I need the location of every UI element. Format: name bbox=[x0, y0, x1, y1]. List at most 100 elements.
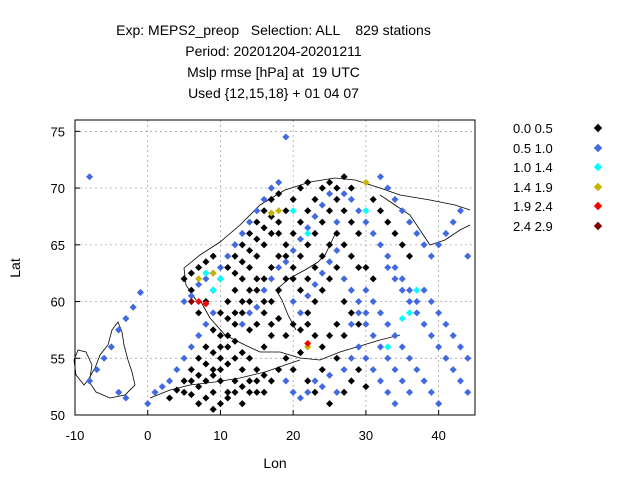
station-point bbox=[231, 269, 239, 277]
station-point bbox=[449, 332, 457, 340]
station-point bbox=[166, 377, 174, 385]
station-point bbox=[282, 133, 290, 141]
legend-label: 1.9 2.4 bbox=[513, 199, 553, 214]
station-point bbox=[289, 229, 297, 237]
station-point bbox=[253, 218, 261, 226]
station-point bbox=[318, 252, 326, 260]
station-point bbox=[333, 388, 341, 396]
station-point bbox=[202, 343, 210, 351]
coastline-baltic-south bbox=[149, 359, 301, 399]
station-point bbox=[376, 343, 384, 351]
station-point bbox=[296, 326, 304, 334]
legend-entry: 1.0 1.4 bbox=[505, 160, 615, 180]
station-point bbox=[260, 207, 268, 215]
station-point bbox=[464, 354, 472, 362]
station-point bbox=[318, 286, 326, 294]
station-point bbox=[304, 178, 312, 186]
station-point bbox=[326, 275, 334, 283]
station-point bbox=[340, 207, 348, 215]
station-point bbox=[209, 309, 217, 317]
station-point bbox=[260, 343, 268, 351]
station-point bbox=[427, 252, 435, 260]
station-point bbox=[406, 252, 414, 260]
station-point bbox=[224, 394, 232, 402]
station-point bbox=[311, 377, 319, 385]
station-point bbox=[216, 377, 224, 385]
station-point bbox=[413, 298, 421, 306]
station-point bbox=[260, 371, 268, 379]
coastline-kola-white-sea bbox=[379, 194, 471, 246]
station-point bbox=[209, 366, 217, 374]
station-point bbox=[260, 298, 268, 306]
station-point bbox=[267, 195, 275, 203]
station-points bbox=[86, 133, 472, 413]
station-point bbox=[435, 343, 443, 351]
station-point bbox=[216, 366, 224, 374]
station-point bbox=[275, 286, 283, 294]
station-point bbox=[296, 349, 304, 357]
station-point bbox=[202, 377, 210, 385]
station-point bbox=[340, 241, 348, 249]
station-point bbox=[311, 388, 319, 396]
station-point bbox=[289, 246, 297, 255]
station-point bbox=[187, 391, 195, 399]
station-point bbox=[326, 258, 334, 266]
station-point bbox=[384, 343, 392, 351]
station-point bbox=[442, 320, 450, 328]
station-point bbox=[216, 343, 224, 351]
station-point bbox=[209, 405, 217, 413]
station-point bbox=[311, 332, 319, 340]
station-point bbox=[187, 292, 195, 300]
station-point bbox=[355, 309, 363, 317]
y-tick-label: 60 bbox=[51, 295, 65, 310]
station-point bbox=[253, 252, 261, 260]
station-point bbox=[224, 252, 232, 260]
station-point bbox=[202, 300, 210, 308]
station-point bbox=[289, 263, 297, 272]
station-point bbox=[413, 309, 421, 317]
station-point bbox=[406, 286, 414, 294]
station-point bbox=[231, 377, 239, 385]
station-point bbox=[173, 386, 181, 394]
station-point bbox=[398, 275, 406, 283]
station-point bbox=[355, 366, 363, 374]
station-point bbox=[384, 184, 392, 192]
station-point bbox=[282, 354, 290, 362]
station-point bbox=[216, 263, 224, 272]
station-point bbox=[435, 309, 443, 317]
station-point bbox=[122, 315, 130, 323]
station-point bbox=[427, 332, 435, 340]
station-point bbox=[362, 309, 370, 317]
station-point bbox=[384, 320, 392, 328]
station-point bbox=[260, 241, 268, 249]
station-point bbox=[260, 224, 268, 232]
station-point bbox=[202, 275, 210, 283]
station-point bbox=[246, 354, 254, 362]
station-point bbox=[275, 315, 283, 323]
station-point bbox=[195, 332, 203, 340]
station-point bbox=[355, 263, 363, 272]
station-point bbox=[333, 195, 341, 203]
station-point bbox=[289, 320, 297, 328]
station-point bbox=[253, 207, 261, 215]
station-point bbox=[275, 263, 283, 272]
station-point bbox=[275, 178, 283, 186]
station-point bbox=[391, 366, 399, 374]
station-point bbox=[391, 400, 399, 408]
station-point bbox=[333, 218, 341, 226]
station-point bbox=[246, 229, 254, 237]
station-point bbox=[304, 388, 312, 396]
x-axis-label: Lon bbox=[263, 455, 286, 471]
legend-entry: 2.4 2.9 bbox=[505, 219, 615, 239]
station-point bbox=[246, 377, 254, 385]
station-point bbox=[362, 178, 370, 186]
station-point bbox=[209, 252, 217, 260]
station-point bbox=[224, 360, 232, 368]
station-point bbox=[260, 286, 268, 294]
station-point bbox=[166, 394, 174, 402]
station-point bbox=[347, 218, 355, 226]
station-point bbox=[311, 212, 319, 220]
station-point bbox=[311, 229, 319, 237]
station-point bbox=[406, 218, 414, 226]
station-point bbox=[333, 263, 341, 272]
